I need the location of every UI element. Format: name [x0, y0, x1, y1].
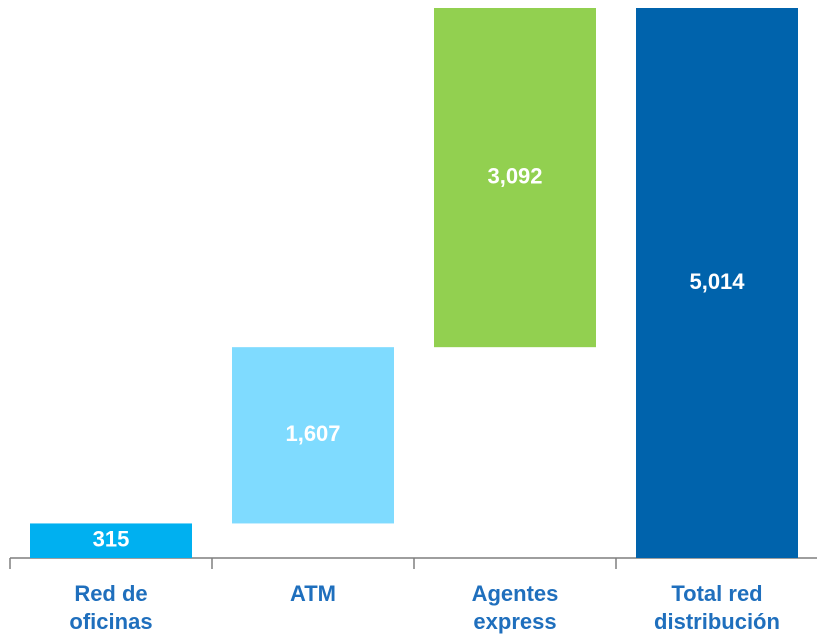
x-tick-label: Red de oficinas — [69, 581, 153, 634]
x-tick-label: ATM — [289, 581, 337, 606]
bar — [30, 523, 192, 558]
x-tick-label: Agentes express — [471, 581, 559, 634]
value-label: 5,014 — [689, 269, 745, 294]
x-tick-label: Total red distribución — [654, 581, 780, 634]
bar — [434, 8, 596, 348]
bar — [232, 347, 394, 524]
bar — [636, 8, 798, 558]
value-label: 315 — [93, 527, 130, 552]
value-label: 3,092 — [487, 163, 542, 188]
value-label: 1,607 — [285, 421, 340, 446]
